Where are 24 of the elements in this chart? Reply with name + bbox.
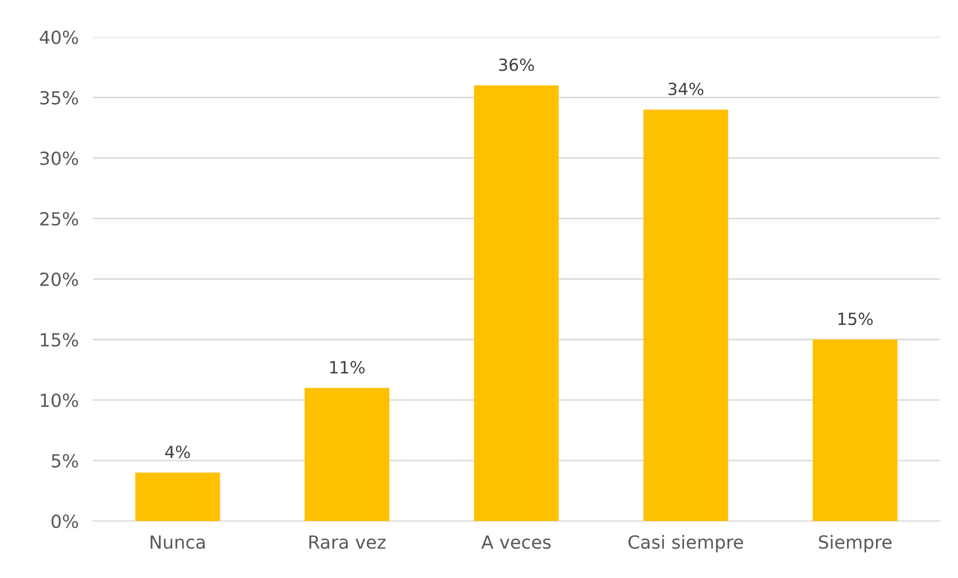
- y-tick-label: 15%: [40, 332, 78, 347]
- y-tick-label: 40%: [40, 30, 78, 44]
- y-tick-label: 25%: [40, 212, 78, 226]
- bar: [812, 340, 898, 522]
- y-tick-label: 5%: [52, 454, 78, 468]
- data-label: 34%: [668, 82, 704, 96]
- bar: [643, 110, 728, 522]
- x-tick-label: Siempre: [818, 534, 892, 552]
- x-tick-label: Casi siempre: [628, 534, 744, 552]
- x-tick-label: Rara vez: [309, 535, 386, 549]
- data-label: 15%: [838, 312, 873, 326]
- data-label: 36%: [499, 58, 534, 72]
- y-tick-label: 0%: [52, 514, 78, 528]
- bar: [474, 85, 559, 522]
- x-tick-label: Nunca: [150, 535, 205, 549]
- bar: [135, 472, 220, 522]
- y-tick-label: 35%: [40, 90, 78, 105]
- data-label: 4%: [165, 446, 190, 458]
- x-tick-label: A veces: [481, 535, 551, 549]
- y-tick-label: 30%: [40, 151, 78, 166]
- bar: [304, 388, 390, 522]
- y-tick-label: 20%: [40, 272, 78, 286]
- data-label: 11%: [330, 360, 365, 374]
- y-tick-label: 10%: [40, 393, 78, 408]
